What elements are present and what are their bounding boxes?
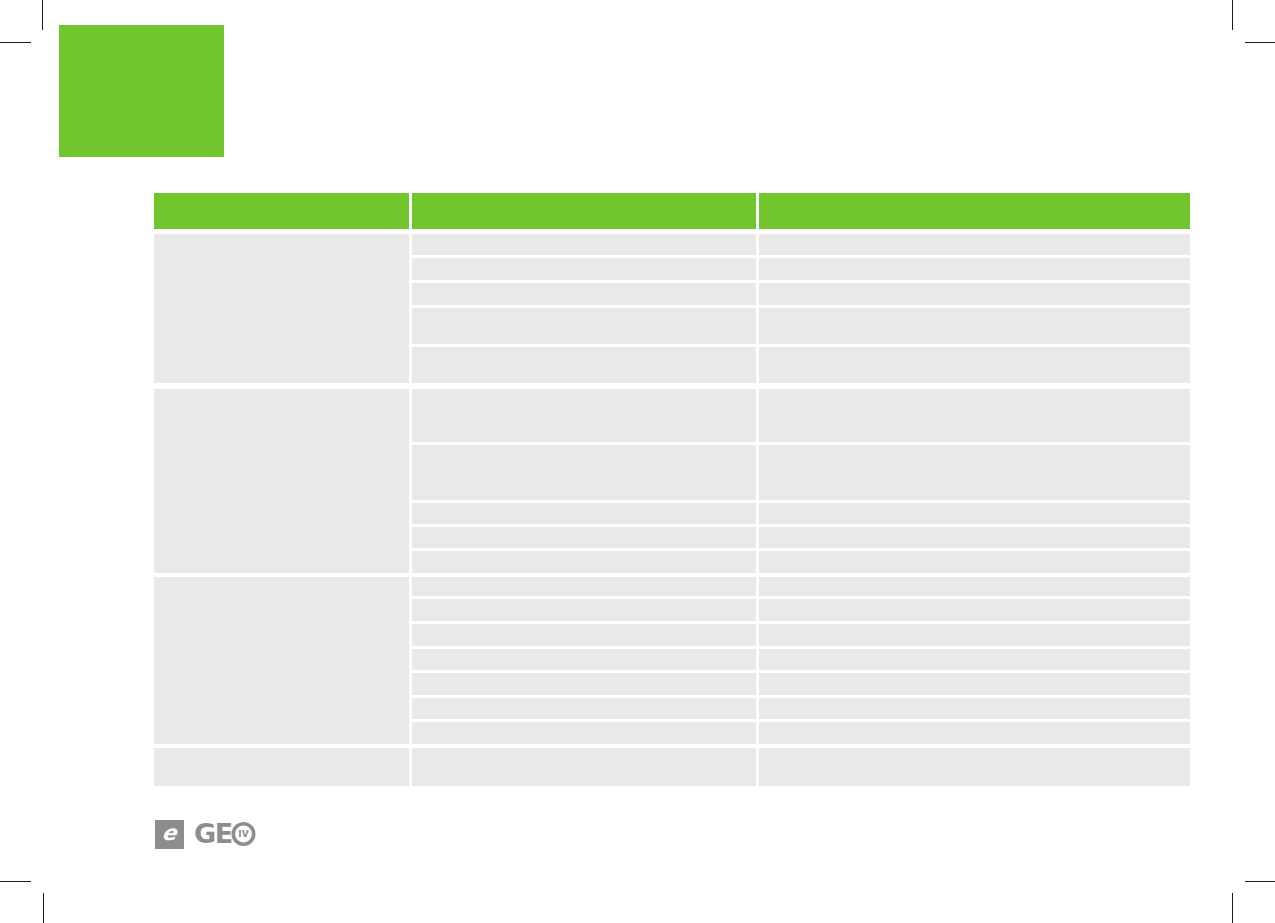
group-label-cell: [154, 234, 409, 383]
table-cell: [759, 624, 1190, 646]
table-cell: [759, 258, 1190, 280]
table-cell: [759, 283, 1190, 305]
table-cell: [759, 503, 1190, 524]
table-cell: [759, 673, 1190, 695]
table-sub-column: [412, 389, 756, 573]
table-cell: [412, 234, 756, 255]
geo-iv-logo-icon: GE IV: [195, 819, 257, 849]
crop-mark-top-right-vertical: [1232, 0, 1233, 30]
table-cell: [759, 649, 1190, 670]
environment-e-logo-icon: e: [155, 820, 184, 849]
table-cell: [412, 673, 756, 695]
table-cell: [759, 577, 1190, 596]
brand-green-square: [59, 25, 224, 157]
table-sub-column: [759, 234, 1190, 383]
table-cell: [412, 624, 756, 646]
table-cell: [412, 748, 756, 786]
table-sub-column: [759, 577, 1190, 744]
table-cell: [759, 389, 1190, 442]
table-sub-column: [412, 748, 756, 786]
table-sub-column: [412, 577, 756, 744]
table-cell: [412, 389, 756, 442]
table-body: [154, 234, 1190, 786]
group-label-cell: [154, 389, 409, 573]
table-cell: [412, 308, 756, 344]
table-cell: [759, 551, 1190, 573]
template-table: [154, 193, 1190, 786]
footer-logos: e GE IV: [155, 819, 257, 849]
table-cell: [412, 649, 756, 670]
crop-mark-bottom-right-horizontal: [1245, 881, 1275, 882]
crop-mark-bottom-left-horizontal: [0, 881, 31, 882]
table-header-cell: [759, 193, 1190, 229]
crop-mark-top-right-horizontal: [1245, 42, 1275, 43]
table-cell: [412, 527, 756, 548]
e-logo-glyph: e: [161, 823, 178, 844]
table-cell: [412, 283, 756, 305]
geo-logo-letters: GE: [195, 819, 232, 849]
crop-mark-top-left-horizontal: [0, 42, 31, 43]
table-cell: [759, 748, 1190, 786]
crop-mark-bottom-left-vertical: [43, 893, 44, 923]
table-cell: [412, 599, 756, 621]
table-sub-column: [759, 748, 1190, 786]
group-label-cell: [154, 748, 409, 786]
table-cell: [759, 445, 1190, 500]
table-cell: [759, 599, 1190, 621]
table-sub-column: [412, 234, 756, 383]
table-cell: [412, 722, 756, 744]
table-header-row: [154, 193, 1190, 229]
table-sub-column: [759, 389, 1190, 573]
table-cell: [759, 308, 1190, 344]
table-cell: [759, 722, 1190, 744]
crop-mark-bottom-right-vertical: [1232, 893, 1233, 923]
table-cell: [412, 551, 756, 573]
table-cell: [412, 577, 756, 596]
table-cell: [759, 234, 1190, 255]
table-cell: [412, 698, 756, 719]
table-cell: [759, 698, 1190, 719]
table-header-cell: [412, 193, 756, 229]
table-cell: [412, 258, 756, 280]
table-row-group: [154, 389, 1190, 573]
table-cell: [412, 445, 756, 500]
table-row-group: [154, 748, 1190, 786]
table-cell: [412, 347, 756, 383]
table-header-cell: [154, 193, 409, 229]
geo-logo-roman-numeral: IV: [238, 829, 248, 839]
group-label-cell: [154, 577, 409, 744]
table-row-group: [154, 234, 1190, 383]
table-row-group: [154, 577, 1190, 744]
table-cell: [412, 503, 756, 524]
table-cell: [759, 347, 1190, 383]
table-cell: [759, 527, 1190, 548]
crop-mark-top-left-vertical: [42, 0, 43, 30]
